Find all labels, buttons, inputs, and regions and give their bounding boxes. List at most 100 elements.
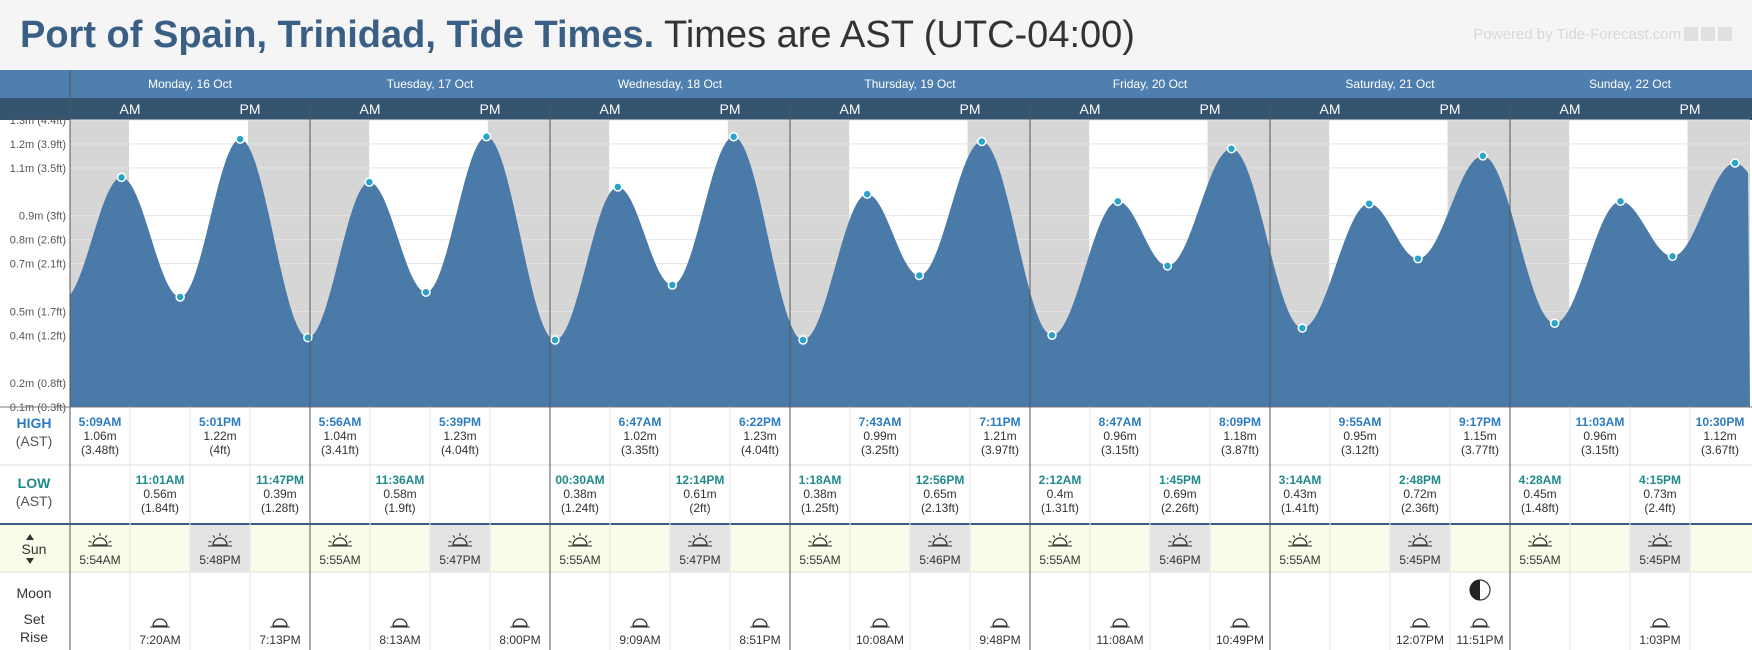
tide-time: 1:45PM	[1159, 473, 1201, 487]
moon-rise-entry: 7:13PM	[259, 618, 301, 647]
sun-ray	[572, 534, 576, 539]
tide-height-m: 0.58m	[383, 487, 416, 501]
sunset-entry: 5:45PM	[1639, 533, 1681, 567]
high-tz-label: (AST)	[16, 433, 53, 449]
tide-time: 11:36AM	[376, 473, 425, 487]
sunset-time: 5:45PM	[1399, 553, 1440, 567]
sun-ray	[1428, 540, 1432, 543]
day-label: Monday, 16 Oct	[148, 77, 232, 91]
sun-ray	[928, 540, 932, 543]
sun-ray	[88, 540, 92, 543]
moon-rise-time: 10:49PM	[1216, 633, 1264, 647]
moon-set-time: 10:08AM	[856, 633, 904, 647]
sunset-cell	[430, 525, 490, 572]
moon-rise-entry: 11:51PM	[1456, 579, 1504, 647]
powered-by-link[interactable]: Powered by Tide-Forecast.com	[1473, 26, 1732, 43]
tide-height-m: 1.06m	[83, 429, 116, 443]
am-label: AM	[120, 101, 141, 117]
sunset-time: 5:48PM	[199, 553, 240, 567]
moon-set-entry: 8:13AM	[379, 618, 421, 647]
low-tide-point[interactable]	[1413, 253, 1423, 264]
high-tide-point[interactable]	[235, 134, 245, 144]
tide-height-m: 1.02m	[623, 429, 656, 443]
moon-set-entry: 7:20AM	[139, 618, 181, 647]
high-tide-point[interactable]	[1615, 196, 1626, 207]
sun-ray	[1548, 540, 1552, 543]
sunset-icon	[452, 537, 468, 546]
high-tide-point[interactable]	[1730, 158, 1740, 168]
moon-rise-icon	[512, 618, 528, 627]
tide-height-ft: (1.31ft)	[1041, 501, 1079, 515]
sunset-entry: 5:47PM	[439, 533, 481, 567]
tide-height-m: 0.61m	[683, 487, 716, 501]
sun-ray	[1288, 540, 1292, 543]
sun-ray	[1652, 534, 1656, 539]
low-label: LOW	[18, 475, 51, 491]
low-tide-point[interactable]	[1047, 330, 1057, 340]
high-tide-point[interactable]	[862, 189, 872, 199]
high-tide-point[interactable]	[613, 182, 623, 192]
tide-time: 11:03AM	[1576, 415, 1625, 429]
moon-rise-icon	[1472, 618, 1488, 627]
high-tide-point[interactable]	[728, 131, 739, 142]
high-tide-point[interactable]	[1364, 198, 1374, 209]
sunrise-entry: 5:55AM	[1039, 533, 1081, 567]
tide-time: 5:56AM	[319, 415, 362, 429]
moon-rise-time: 9:48PM	[979, 633, 1020, 647]
am-label: AM	[360, 101, 381, 117]
tide-time: 11:01AM	[136, 473, 185, 487]
pm-label: PM	[960, 101, 981, 117]
low-tide-point[interactable]	[175, 292, 185, 302]
tide-height-ft: (1.24ft)	[561, 501, 599, 515]
tide-height-m: 0.72m	[1403, 487, 1436, 501]
sunrise-icon	[92, 537, 108, 546]
low-tide-point[interactable]	[1549, 318, 1560, 329]
high-tide-point[interactable]	[1113, 196, 1123, 207]
high-tide-point[interactable]	[364, 177, 375, 187]
high-tide-point[interactable]	[977, 136, 987, 147]
tide-time: 7:11PM	[979, 415, 1020, 429]
moon-set-icon	[1412, 618, 1428, 627]
tide-time: 8:47AM	[1099, 415, 1142, 429]
tide-time: 9:17PM	[1459, 415, 1501, 429]
powered-by-text: Powered by Tide-Forecast.com	[1473, 26, 1681, 43]
sunset-icon	[1172, 537, 1188, 546]
sunset-cell	[670, 525, 730, 572]
sun-ray	[708, 540, 712, 543]
low-tide-point[interactable]	[421, 287, 431, 297]
low-tide-point[interactable]	[1297, 323, 1308, 333]
low-tide-point[interactable]	[798, 335, 808, 345]
low-tide-point[interactable]	[914, 270, 925, 281]
day-label: Friday, 20 Oct	[1113, 77, 1188, 91]
sunrise-time: 5:55AM	[559, 553, 600, 567]
sun-ray	[464, 534, 468, 539]
moon-rise-time: 8:00PM	[499, 633, 540, 647]
sun-ray	[692, 534, 696, 539]
low-tide-point[interactable]	[667, 280, 678, 290]
page-title: Port of Spain, Trinidad, Tide Times. Tim…	[20, 10, 1135, 60]
pm-label: PM	[480, 101, 501, 117]
sun-ray	[1184, 534, 1188, 539]
high-tide-point[interactable]	[1478, 151, 1488, 161]
day-label: Wednesday, 18 Oct	[618, 77, 723, 91]
sunrise-time: 5:55AM	[1039, 553, 1080, 567]
sunset-icon	[1652, 537, 1668, 546]
sun-label: Sun	[22, 541, 47, 557]
low-tide-point[interactable]	[1667, 251, 1678, 262]
low-tide-point[interactable]	[550, 335, 560, 345]
am-label: AM	[1560, 101, 1581, 117]
ytick-label: 0.5m (1.7ft)	[10, 306, 66, 318]
tide-height-ft: (3.87ft)	[1221, 443, 1259, 457]
low-tide-point[interactable]	[1162, 261, 1173, 271]
high-tide-point[interactable]	[1226, 143, 1237, 154]
sun-ray	[1528, 540, 1532, 543]
high-tide-point[interactable]	[481, 131, 492, 142]
timezone-note: Times are AST (UTC-04:00)	[664, 14, 1135, 56]
pm-label: PM	[1440, 101, 1461, 117]
low-tide-point[interactable]	[303, 332, 313, 343]
high-tide-point[interactable]	[116, 172, 127, 183]
